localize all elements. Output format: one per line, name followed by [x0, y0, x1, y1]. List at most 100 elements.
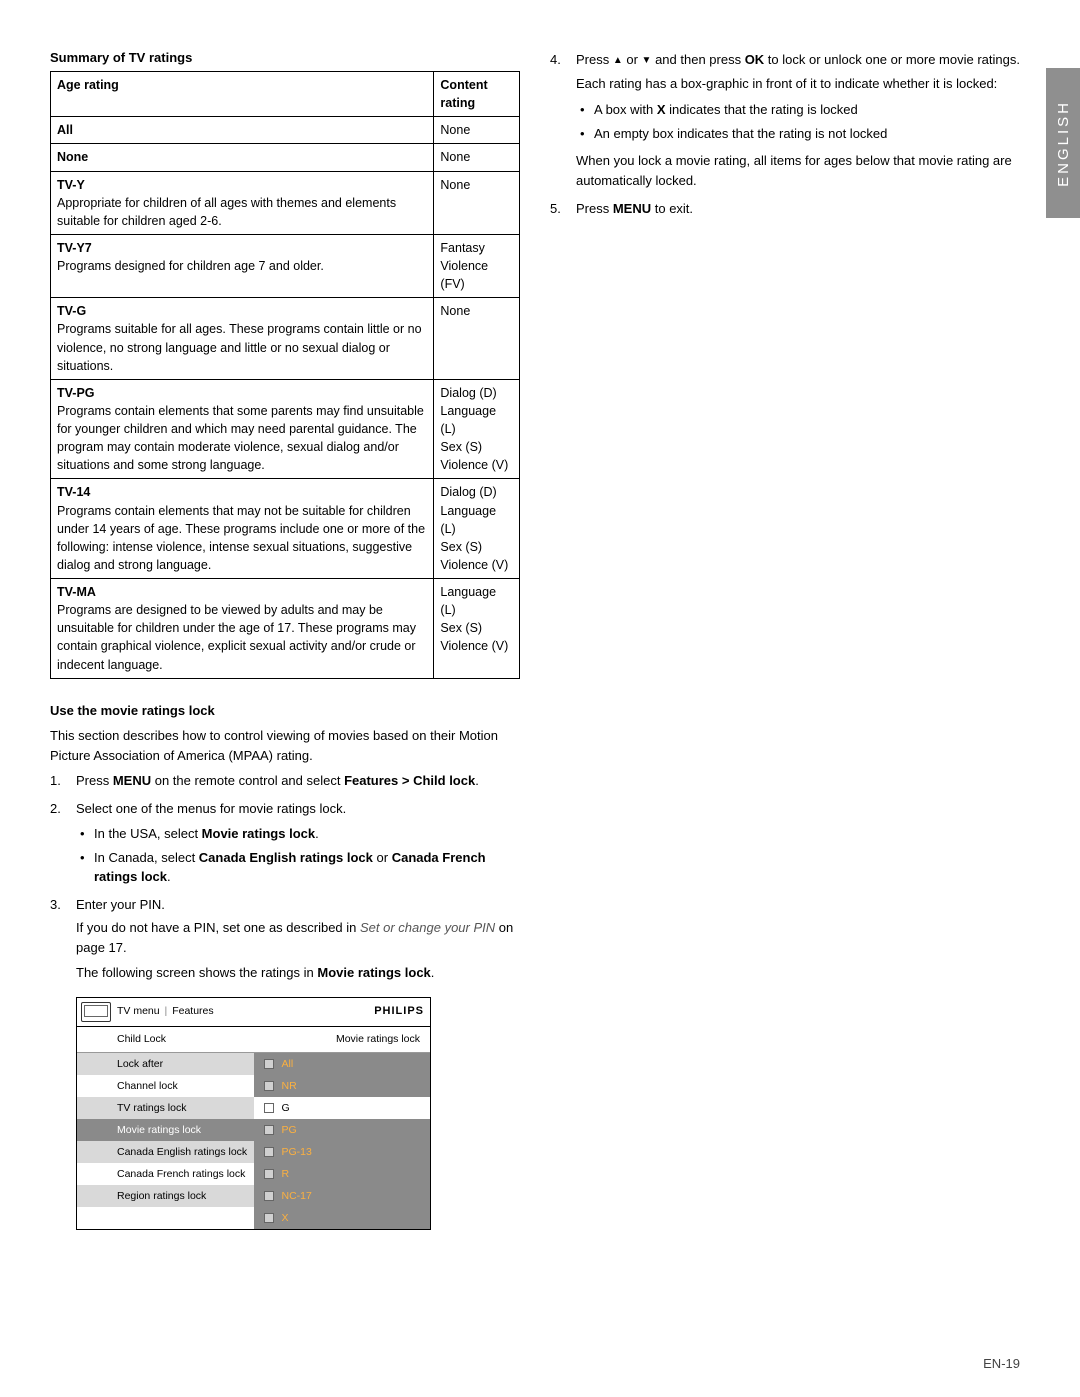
rating-name: TV-Y	[57, 176, 427, 194]
rating-description: Programs designed for children age 7 and…	[57, 257, 427, 275]
step-1-text: Press MENU on the remote control and sel…	[76, 773, 479, 788]
rating-option-label: X	[282, 1207, 289, 1229]
step-4-bullet-locked: A box with X indicates that the rating i…	[576, 100, 1020, 120]
rating-description: Programs contain elements that some pare…	[57, 402, 427, 475]
step-1: 1. Press MENU on the remote control and …	[50, 771, 520, 791]
right-column: 4. Press ▲ or ▼ and then press OK to loc…	[550, 50, 1020, 1230]
rating-name: TV-MA	[57, 583, 427, 601]
step-4-p2: Each rating has a box-graphic in front o…	[576, 74, 1020, 94]
checkbox-icon	[264, 1081, 274, 1091]
movie-lock-steps: 1. Press MENU on the remote control and …	[50, 771, 520, 983]
step-3-tail: The following screen shows the ratings i…	[76, 963, 520, 983]
tv-ratings-table: Age rating Content rating AllNoneNoneNon…	[50, 71, 520, 679]
rating-name: TV-14	[57, 483, 427, 501]
rating-name: TV-PG	[57, 384, 427, 402]
table-row: NoneNone	[51, 144, 520, 171]
age-rating-cell: TV-GPrograms suitable for all ages. Thes…	[51, 298, 434, 380]
left-column: Summary of TV ratings Age rating Content…	[50, 50, 520, 1230]
checkbox-icon	[264, 1191, 274, 1201]
step-4-bullet-unlocked: An empty box indicates that the rating i…	[576, 124, 1020, 144]
step-3: 3. Enter your PIN. If you do not have a …	[50, 895, 520, 983]
philips-brand: PHILIPS	[374, 1003, 424, 1020]
rating-description: Appropriate for children of all ages wit…	[57, 194, 427, 230]
age-rating-cell: TV-MAPrograms are designed to be viewed …	[51, 579, 434, 679]
content-rating-cell: Dialog (D) Language (L) Sex (S) Violence…	[434, 479, 520, 579]
tv-menu-right-item[interactable]: X	[254, 1207, 431, 1229]
content-rating-cell: Fantasy Violence (FV)	[434, 234, 520, 297]
tv-menu-right-item[interactable]: PG	[254, 1119, 431, 1141]
table-row: TV-GPrograms suitable for all ages. Thes…	[51, 298, 520, 380]
content-rating-cell: Language (L) Sex (S) Violence (V)	[434, 579, 520, 679]
rating-option-label: NC-17	[282, 1185, 312, 1207]
tv-menu-right-list: AllNRGPGPG-13RNC-17X	[254, 1053, 431, 1229]
tv-menu-left-item[interactable]: Canada English ratings lock	[77, 1141, 254, 1163]
tv-menu-right-item[interactable]: All	[254, 1053, 431, 1075]
table-row: TV-YAppropriate for children of all ages…	[51, 171, 520, 234]
age-rating-cell: None	[51, 144, 434, 171]
tv-menu-subheader: Child Lock Movie ratings lock	[77, 1027, 430, 1054]
tv-menu-left-item[interactable]: Canada French ratings lock	[77, 1163, 254, 1185]
step-2-bullet-usa: In the USA, select Movie ratings lock.	[76, 824, 520, 844]
tv-menu-body: Lock afterChannel lockTV ratings lockMov…	[77, 1053, 430, 1229]
rating-description: Programs are designed to be viewed by ad…	[57, 601, 427, 674]
age-rating-cell: TV-14Programs contain elements that may …	[51, 479, 434, 579]
language-side-tab-label: ENGLISH	[1055, 100, 1072, 187]
rating-option-label: All	[282, 1053, 294, 1075]
tv-menu-left-item[interactable]: Region ratings lock	[77, 1185, 254, 1207]
tv-menu-right-item[interactable]: PG-13	[254, 1141, 431, 1163]
table-row: TV-14Programs contain elements that may …	[51, 479, 520, 579]
step-2-text: Select one of the menus for movie rating…	[76, 801, 346, 816]
step-3-text: Enter your PIN.	[76, 897, 165, 912]
tv-menu-right-item[interactable]: NR	[254, 1075, 431, 1097]
rating-option-label: R	[282, 1163, 290, 1185]
rating-name: All	[57, 121, 427, 139]
checkbox-icon	[264, 1169, 274, 1179]
table-row: TV-PGPrograms contain elements that some…	[51, 379, 520, 479]
table-row: All None	[51, 117, 520, 144]
tv-menu-left-item[interactable]: Lock after	[77, 1053, 254, 1075]
content-rating-cell: Dialog (D) Language (L) Sex (S) Violence…	[434, 379, 520, 479]
col-header-age: Age rating	[51, 72, 434, 117]
tv-icon	[81, 1002, 111, 1022]
checkbox-icon	[264, 1103, 274, 1113]
tv-menu-left-item[interactable]: Movie ratings lock	[77, 1119, 254, 1141]
rating-name: None	[57, 148, 427, 166]
movie-lock-section: Use the movie ratings lock This section …	[50, 701, 520, 1231]
tv-menu-left-item[interactable]: Channel lock	[77, 1075, 254, 1097]
rating-name: TV-Y7	[57, 239, 427, 257]
content-rating-cell: None	[434, 298, 520, 380]
tv-menu-sub-left: Child Lock	[117, 1032, 166, 1048]
step-number: 2.	[50, 799, 61, 819]
page-content: Summary of TV ratings Age rating Content…	[0, 0, 1080, 1260]
tv-menu-screenshot: TV menu | Features PHILIPS Child Lock Mo…	[76, 997, 431, 1231]
up-arrow-icon: ▲	[613, 53, 623, 69]
rating-description: Programs suitable for all ages. These pr…	[57, 320, 427, 374]
tv-menu-breadcrumb: TV menu | Features	[117, 1004, 214, 1020]
age-rating-cell: TV-PGPrograms contain elements that some…	[51, 379, 434, 479]
tv-menu-right-item[interactable]: R	[254, 1163, 431, 1185]
step-4-bullets: A box with X indicates that the rating i…	[576, 100, 1020, 144]
right-steps: 4. Press ▲ or ▼ and then press OK to loc…	[550, 50, 1020, 219]
age-rating-cell: TV-YAppropriate for children of all ages…	[51, 171, 434, 234]
step-number: 4.	[550, 50, 561, 70]
tv-menu-sub-right: Movie ratings lock	[336, 1032, 420, 1048]
content-rating-cell: None	[434, 117, 520, 144]
table-row: TV-MAPrograms are designed to be viewed …	[51, 579, 520, 679]
table-row: TV-Y7Programs designed for children age …	[51, 234, 520, 297]
checkbox-icon	[264, 1147, 274, 1157]
col-header-content: Content rating	[434, 72, 520, 117]
tv-menu-left-item[interactable]: TV ratings lock	[77, 1097, 254, 1119]
tv-menu-left-list: Lock afterChannel lockTV ratings lockMov…	[77, 1053, 254, 1229]
step-2-bullet-canada: In Canada, select Canada English ratings…	[76, 848, 520, 887]
step-4-p3: When you lock a movie rating, all items …	[576, 151, 1020, 191]
rating-name: TV-G	[57, 302, 427, 320]
rating-description: Programs contain elements that may not b…	[57, 502, 427, 575]
step-number: 1.	[50, 771, 61, 791]
movie-lock-intro: This section describes how to control vi…	[50, 726, 520, 765]
checkbox-icon	[264, 1125, 274, 1135]
step-number: 3.	[50, 895, 61, 915]
tv-menu-right-item[interactable]: G	[254, 1097, 431, 1119]
age-rating-cell: TV-Y7Programs designed for children age …	[51, 234, 434, 297]
tv-menu-left-item[interactable]	[77, 1207, 254, 1229]
tv-menu-right-item[interactable]: NC-17	[254, 1185, 431, 1207]
